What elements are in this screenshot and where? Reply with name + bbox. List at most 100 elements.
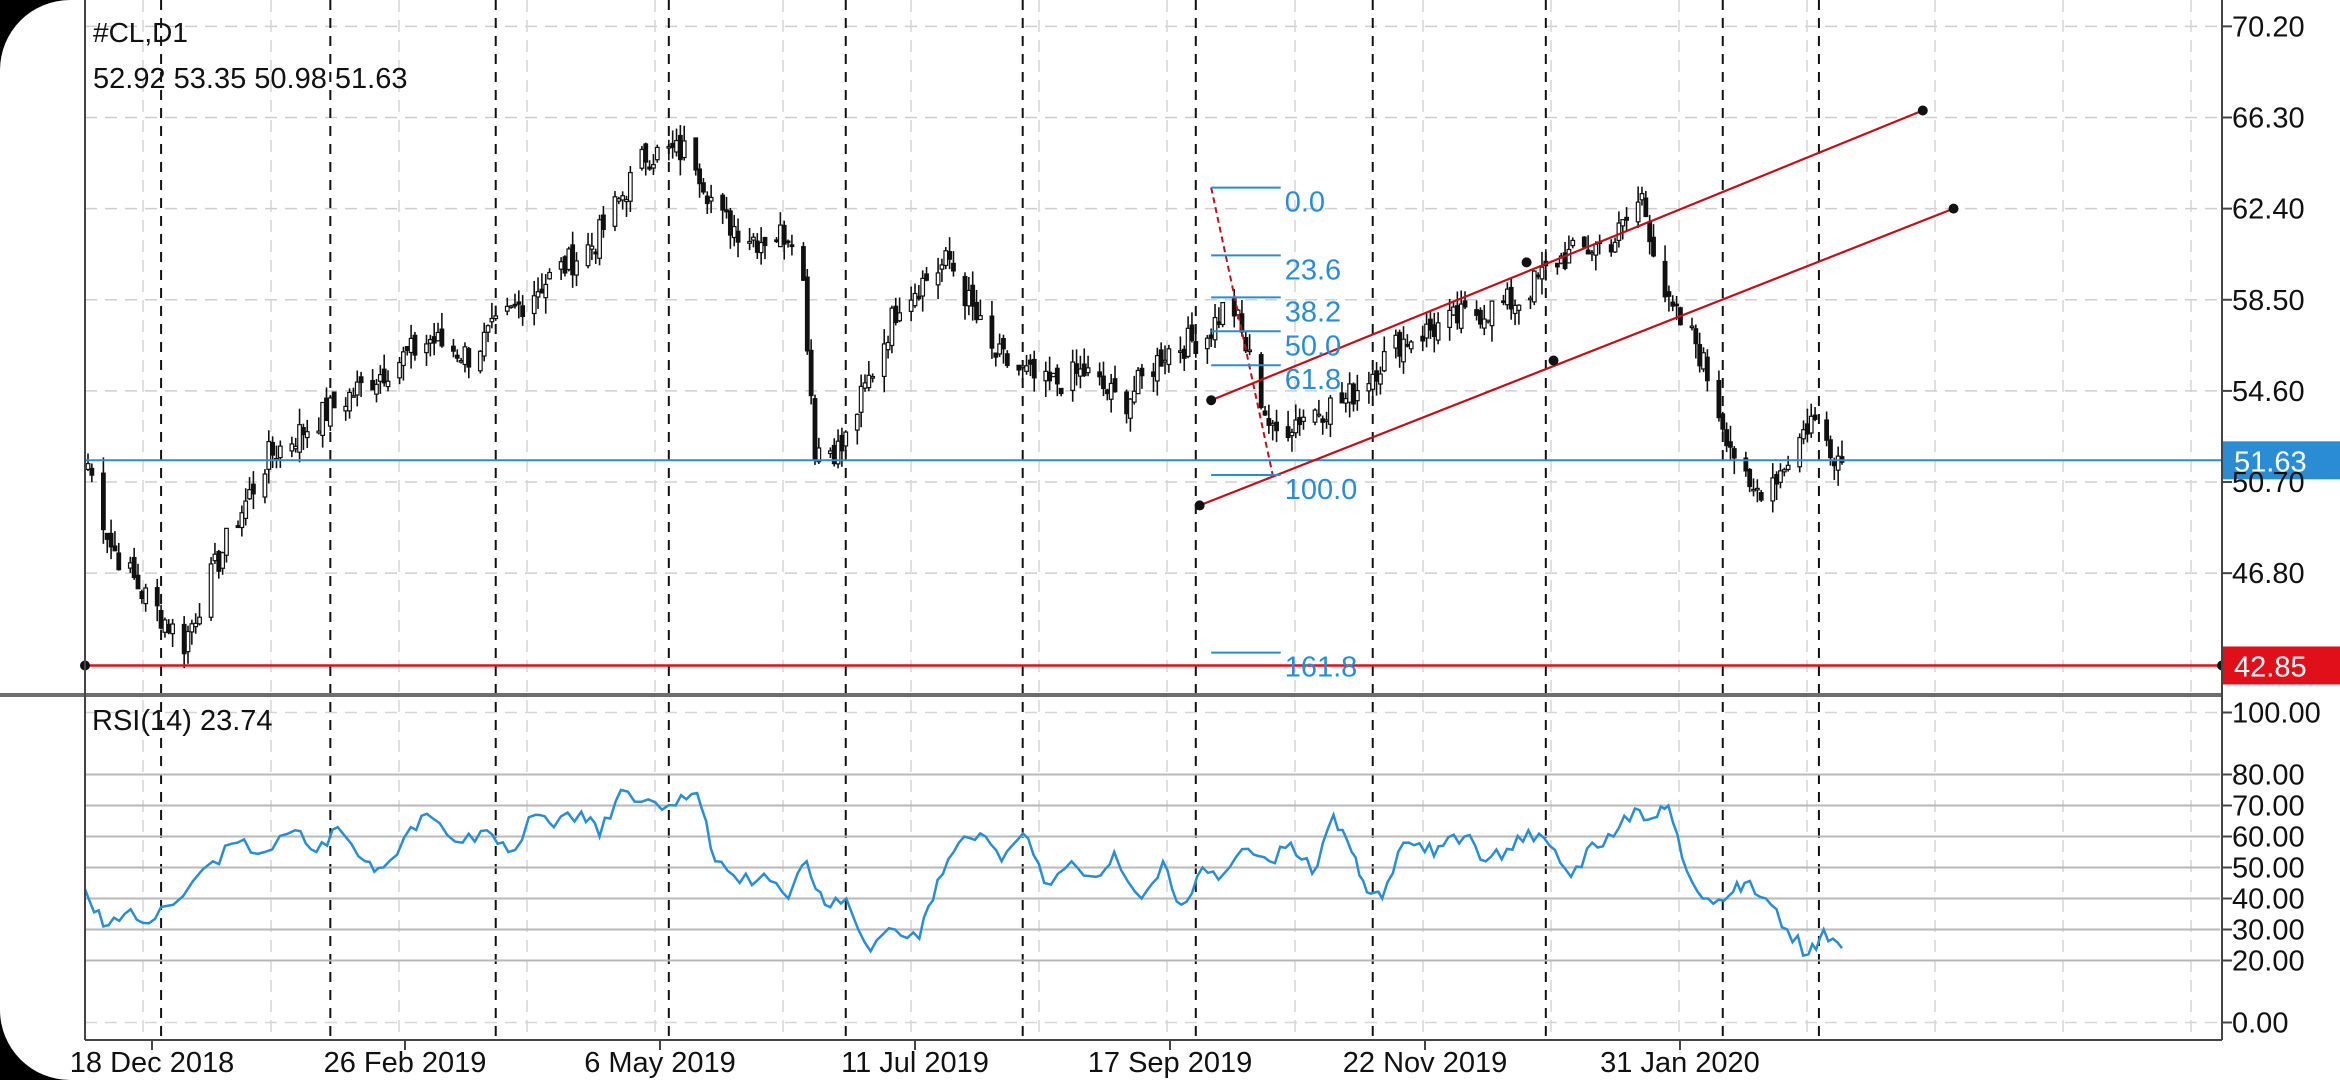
candle-body <box>1693 328 1699 345</box>
candle-body <box>1381 350 1387 372</box>
rsi-series <box>83 788 1843 958</box>
candle-body <box>316 430 322 434</box>
candle-body <box>266 440 272 470</box>
candle-body <box>1077 368 1083 377</box>
candle-body <box>235 525 241 529</box>
candle-body <box>224 527 229 556</box>
rsi-tick-label: 50.00 <box>2232 853 2305 885</box>
candle-body <box>939 264 945 270</box>
candle-body <box>808 349 814 397</box>
candle-body <box>539 288 545 294</box>
candle-body <box>1689 325 1695 329</box>
candle-body <box>920 277 926 297</box>
candle-body <box>220 552 226 569</box>
candle-body <box>270 441 276 456</box>
candle-body <box>477 350 483 372</box>
candle-body <box>1101 375 1106 390</box>
candle-body <box>1716 379 1722 419</box>
rsi-tick-label: 40.00 <box>2232 884 2305 916</box>
candle-body <box>100 472 106 531</box>
candle-body <box>601 214 606 230</box>
candle-body <box>1162 359 1168 363</box>
candle-body <box>1651 236 1656 257</box>
candle-body <box>858 385 864 413</box>
candle-body <box>547 271 552 280</box>
candle-body <box>212 553 218 562</box>
candle-body <box>1370 373 1376 390</box>
candle-body <box>331 391 337 409</box>
chart-objects[interactable]: 51.63 42.85 0.0 23.6 38.250.061.8 100.0 161.8 <box>80 105 2340 685</box>
candle-body <box>597 219 602 259</box>
candle-body <box>735 230 741 243</box>
candle-body <box>1624 216 1629 221</box>
candle-body <box>1593 243 1599 256</box>
candle-body <box>1301 416 1306 422</box>
candle-body <box>127 562 133 569</box>
candle-body <box>1585 249 1591 255</box>
candle-body <box>785 240 791 244</box>
candle-body <box>1178 350 1183 353</box>
candle-body <box>654 146 660 161</box>
candle-body <box>781 224 787 245</box>
candle-body <box>535 291 541 298</box>
candle-body <box>1374 370 1379 382</box>
candle-body <box>666 145 672 149</box>
candle-body <box>1478 309 1483 325</box>
candle-body <box>1758 492 1764 501</box>
candle-body <box>1231 298 1237 317</box>
candle-body <box>397 361 402 379</box>
candle-body <box>870 376 876 379</box>
candle-body <box>1743 457 1749 472</box>
candle-body <box>1166 348 1172 366</box>
candle-body <box>531 295 537 315</box>
candle-body <box>747 240 752 244</box>
candle-body <box>1270 422 1276 426</box>
rsi-tick-label: 60.00 <box>2232 822 2305 854</box>
candle-body <box>1485 319 1491 323</box>
candle-body <box>401 351 406 367</box>
candle-body <box>1612 241 1618 253</box>
candle-body <box>1451 306 1456 316</box>
price-tick-label: 70.20 <box>2232 11 2305 43</box>
candle-body <box>1074 363 1079 374</box>
candle-body <box>458 359 464 363</box>
candle-body <box>1824 419 1830 441</box>
candle-body <box>866 374 872 389</box>
candle-body <box>758 241 764 254</box>
candlestick-series <box>85 125 1845 669</box>
candle-body <box>1801 429 1806 440</box>
candle-body <box>324 397 329 422</box>
candle-body <box>1701 352 1706 370</box>
candle-body <box>347 391 352 412</box>
candle-body <box>1031 358 1037 379</box>
fibonacci-trendline <box>1210 187 1274 476</box>
candle-body <box>1808 415 1814 434</box>
candle-body <box>1189 324 1195 341</box>
candle-body <box>1778 470 1783 483</box>
current-price-tag <box>2223 441 2340 480</box>
candle-body <box>408 337 414 354</box>
candle-body <box>1324 419 1329 423</box>
candle-body <box>454 354 460 359</box>
candle-body <box>1431 324 1437 338</box>
price-tick-label: 54.60 <box>2232 376 2305 408</box>
candle-body <box>1804 423 1810 435</box>
candle-body <box>543 283 549 299</box>
candle-body <box>647 166 652 170</box>
candle-body <box>970 284 976 307</box>
fibonacci-level-label: 0.0 <box>1285 187 1325 219</box>
candle-body <box>1204 337 1210 350</box>
candle-body <box>754 240 760 253</box>
candle-body <box>1289 431 1295 437</box>
candle-body <box>1127 398 1133 419</box>
candle-body <box>293 445 299 450</box>
candle-body <box>562 256 568 274</box>
candle-body <box>1193 341 1199 354</box>
candle-body <box>1512 304 1518 315</box>
candle-body <box>701 182 706 193</box>
candle-body <box>381 368 387 384</box>
candle-body <box>974 301 979 321</box>
candle-body <box>862 382 868 389</box>
